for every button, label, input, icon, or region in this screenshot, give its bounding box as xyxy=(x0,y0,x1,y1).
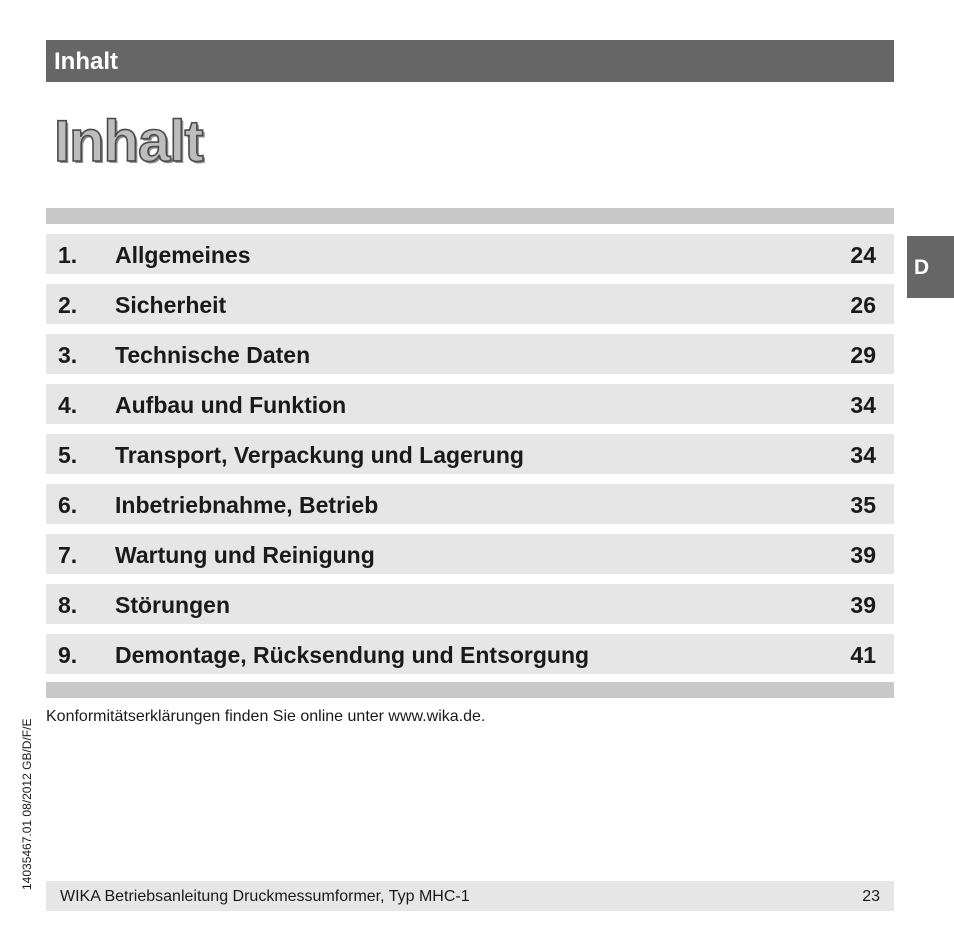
toc-entry-title: Störungen xyxy=(115,592,230,618)
toc-entry-inbetriebnahme[interactable]: 6. Inbetriebnahme, Betrieb 35 xyxy=(46,484,894,524)
toc-entry-technische-daten[interactable]: 3. Technische Daten 29 xyxy=(46,334,894,374)
document-code: 14035467.01 08/2012 GB/D/F/E xyxy=(20,718,34,890)
toc-entry-number: 9. xyxy=(58,642,78,668)
toc-entry-allgemeines[interactable]: 1. Allgemeines 24 xyxy=(46,234,894,274)
toc-entry-title: Demontage, Rücksendung und Entsorgung xyxy=(115,642,590,668)
section-header-bar: Inhalt xyxy=(46,40,894,82)
toc-entry-page: 34 xyxy=(850,442,876,468)
toc-entry-number: 1. xyxy=(58,242,78,268)
toc-entry-page: 39 xyxy=(850,542,876,568)
toc-entry-number: 2. xyxy=(58,292,78,318)
language-tab[interactable]: D xyxy=(907,236,954,298)
toc-entry-transport[interactable]: 5. Transport, Verpackung und Lagerung 34 xyxy=(46,434,894,474)
conformity-note: Konformitätserklärungen finden Sie onlin… xyxy=(46,708,486,725)
toc-entry-number: 7. xyxy=(58,542,78,568)
toc-entry-page: 41 xyxy=(850,642,876,668)
toc-entry-page: 26 xyxy=(850,292,876,318)
toc-entry-title: Sicherheit xyxy=(115,292,227,318)
toc-entry-number: 4. xyxy=(58,392,78,418)
toc-entry-stoerungen[interactable]: 8. Störungen 39 xyxy=(46,584,894,624)
toc-entry-page: 39 xyxy=(850,592,876,618)
toc-entry-title: Transport, Verpackung und Lagerung xyxy=(115,442,524,468)
toc-entry-number: 5. xyxy=(58,442,78,468)
toc-entry-number: 3. xyxy=(58,342,78,368)
toc-entry-number: 6. xyxy=(58,492,78,518)
page-footer: WIKA Betriebsanleitung Druckmessumformer… xyxy=(46,881,894,911)
section-header-title: Inhalt xyxy=(54,48,118,75)
footer-text: WIKA Betriebsanleitung Druckmessumformer… xyxy=(60,888,470,905)
toc-entry-sicherheit[interactable]: 2. Sicherheit 26 xyxy=(46,284,894,324)
toc-entry-aufbau-und-funktion[interactable]: 4. Aufbau und Funktion 34 xyxy=(46,384,894,424)
toc-entry-page: 24 xyxy=(850,242,876,268)
toc-entry-title: Inbetriebnahme, Betrieb xyxy=(115,492,379,518)
footer-page-number: 23 xyxy=(862,888,880,905)
toc-entry-demontage[interactable]: 9. Demontage, Rücksendung und Entsorgung… xyxy=(46,634,894,674)
toc-entry-page: 29 xyxy=(850,342,876,368)
toc-entry-title: Allgemeines xyxy=(115,242,251,268)
divider-top xyxy=(46,208,894,224)
divider-bottom xyxy=(46,682,894,698)
toc-entry-page: 34 xyxy=(850,392,876,418)
page-title: Inhalt xyxy=(53,108,204,175)
toc-entry-number: 8. xyxy=(58,592,78,618)
toc-entry-title: Technische Daten xyxy=(115,342,311,368)
toc-entry-wartung[interactable]: 7. Wartung und Reinigung 39 xyxy=(46,534,894,574)
toc-entry-title: Aufbau und Funktion xyxy=(115,392,347,418)
table-of-contents: 1. Allgemeines 24 2. Sicherheit 26 3. Te… xyxy=(46,234,894,684)
toc-entry-page: 35 xyxy=(850,492,876,518)
toc-entry-title: Wartung und Reinigung xyxy=(115,542,375,568)
